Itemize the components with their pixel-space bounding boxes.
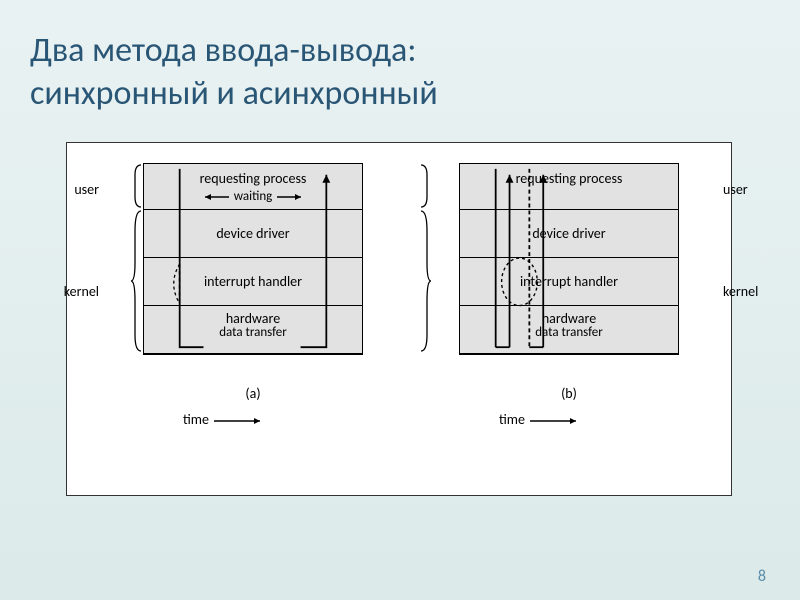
text-time-b: time: [499, 411, 525, 428]
panel-a: requesting process waiting device driver…: [143, 163, 363, 355]
waiting-block: waiting: [201, 189, 305, 204]
text-data-transfer-b: data transfer: [464, 325, 674, 340]
brace-right-svg: [419, 163, 431, 353]
row-hardware-b: hardware data transfer: [460, 306, 678, 354]
arrow-left-icon: [201, 192, 231, 202]
row-hardware-a: hardware data transfer: [144, 306, 362, 354]
caption-a: (a): [103, 385, 403, 402]
row-requesting-a: requesting process waiting: [144, 164, 362, 210]
time-label-a: time: [183, 411, 268, 428]
row-requesting-b: requesting process: [460, 164, 678, 210]
panel-b: requesting process device driver interru…: [459, 163, 679, 355]
row-device-driver-b: device driver: [460, 210, 678, 258]
label-kernel-left: kernel: [63, 283, 99, 300]
text-waiting: waiting: [234, 189, 273, 204]
text-interrupt-handler-b: interrupt handler: [520, 273, 618, 290]
panel-b-wrap: user kernel requesting process device dr…: [419, 163, 719, 402]
time-label-b: time: [499, 411, 584, 428]
text-device-driver-b: device driver: [532, 225, 605, 242]
panel-a-wrap: user kernel requesting process waiting d…: [103, 163, 403, 402]
label-user-right: user: [723, 181, 763, 198]
label-user-left: user: [63, 181, 99, 198]
text-device-driver: device driver: [216, 225, 289, 242]
text-requesting-process: requesting process: [148, 170, 358, 187]
text-interrupt-handler: interrupt handler: [204, 273, 302, 290]
row-device-driver-a: device driver: [144, 210, 362, 258]
row-interrupt-a: interrupt handler: [144, 258, 362, 306]
time-arrow-icon-b: [528, 416, 584, 426]
figure-frame: user kernel requesting process waiting d…: [66, 142, 732, 496]
caption-b: (b): [419, 385, 719, 402]
slide-title: Два метода ввода-вывода: синхронный и ас…: [30, 30, 438, 115]
row-interrupt-b: interrupt handler: [460, 258, 678, 306]
label-kernel-right: kernel: [723, 283, 763, 300]
brace-left-svg: [131, 163, 143, 353]
text-time-a: time: [183, 411, 209, 428]
title-line-1: Два метода ввода-вывода:: [30, 30, 416, 71]
title-line-2: синхронный и асинхронный: [30, 73, 438, 114]
text-data-transfer: data transfer: [148, 325, 358, 340]
time-arrow-icon: [212, 416, 268, 426]
arrow-right-icon: [275, 192, 305, 202]
page-number: 8: [758, 567, 766, 586]
